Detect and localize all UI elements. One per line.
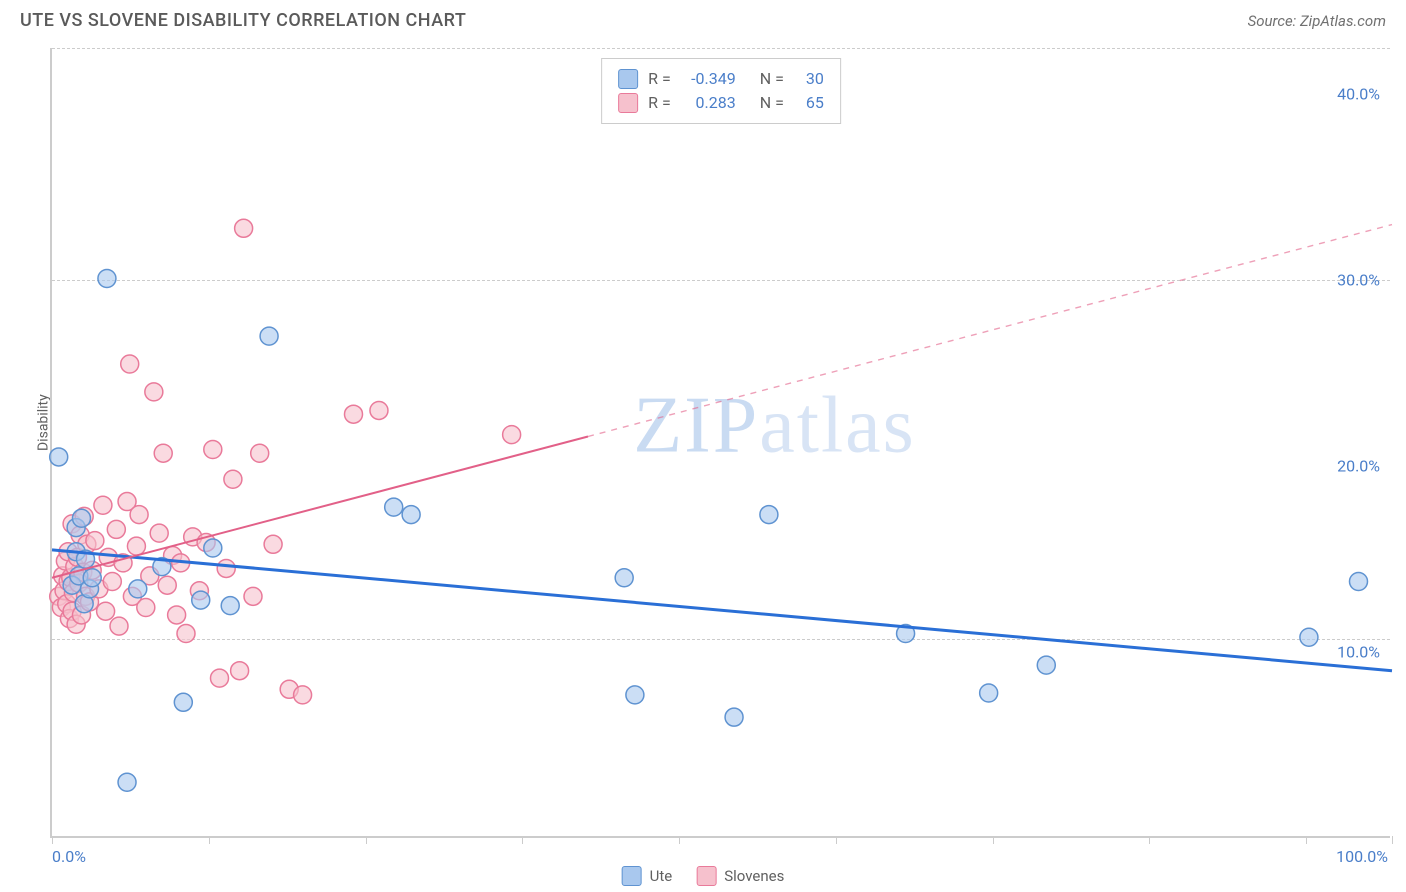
data-point-slovenes — [150, 524, 168, 542]
n-label: N = — [760, 67, 784, 91]
regression-line-dashed-slovenes — [588, 225, 1392, 437]
data-point-slovenes — [121, 355, 139, 373]
data-point-ute — [760, 506, 778, 524]
data-point-slovenes — [235, 219, 253, 237]
stats-box: R = -0.349 N = 30 R = 0.283 N = 65 — [601, 58, 841, 124]
data-point-slovenes — [110, 617, 128, 635]
data-point-slovenes — [251, 444, 269, 462]
data-point-ute — [1300, 628, 1318, 646]
r-value: 0.283 — [681, 91, 736, 115]
data-point-ute — [725, 708, 743, 726]
data-point-slovenes — [94, 496, 112, 514]
data-point-slovenes — [217, 559, 235, 577]
r-label: R = — [648, 91, 671, 115]
data-point-ute — [72, 509, 90, 527]
legend-label: Slovenes — [724, 867, 784, 885]
data-point-ute — [221, 597, 239, 615]
swatch-slovenes — [618, 93, 638, 113]
data-point-slovenes — [345, 405, 363, 423]
stats-row-slovenes: R = 0.283 N = 65 — [618, 91, 824, 115]
regression-line-ute — [52, 550, 1392, 671]
data-point-ute — [260, 327, 278, 345]
chart-source: Source: ZipAtlas.com — [1248, 12, 1386, 30]
data-point-slovenes — [503, 426, 521, 444]
data-point-slovenes — [294, 686, 312, 704]
data-point-ute — [1037, 656, 1055, 674]
data-point-ute — [1350, 572, 1368, 590]
data-point-slovenes — [130, 506, 148, 524]
data-point-ute — [174, 693, 192, 711]
data-point-slovenes — [158, 576, 176, 594]
data-point-slovenes — [103, 572, 121, 590]
x-tick-label-left: 0.0% — [52, 847, 86, 866]
data-point-ute — [402, 506, 420, 524]
swatch-ute — [622, 866, 642, 886]
data-point-ute — [98, 269, 116, 287]
data-point-slovenes — [154, 444, 172, 462]
plot-area: ZIPatlas R = -0.349 N = 30 R = 0.283 N =… — [50, 48, 1390, 838]
swatch-slovenes — [696, 866, 716, 886]
y-axis-label: Disability — [35, 394, 51, 451]
legend-item-ute: Ute — [622, 866, 673, 886]
data-point-ute — [626, 686, 644, 704]
x-tick-label-right: 100.0% — [1336, 847, 1388, 866]
chart-title: UTE VS SLOVENE DISABILITY CORRELATION CH… — [20, 10, 466, 31]
data-point-ute — [615, 569, 633, 587]
data-point-slovenes — [211, 669, 229, 687]
y-tick-label: 40.0% — [1337, 85, 1380, 104]
data-point-ute — [385, 498, 403, 516]
n-label: N = — [760, 91, 784, 115]
scatter-plot — [52, 48, 1392, 838]
data-point-slovenes — [137, 599, 155, 617]
data-point-slovenes — [370, 401, 388, 419]
data-point-slovenes — [168, 606, 186, 624]
data-point-slovenes — [224, 470, 242, 488]
data-point-slovenes — [264, 535, 282, 553]
data-point-ute — [129, 580, 147, 598]
r-value: -0.349 — [681, 67, 736, 91]
data-point-slovenes — [177, 625, 195, 643]
n-value: 30 — [794, 67, 824, 91]
chart-header: UTE VS SLOVENE DISABILITY CORRELATION CH… — [0, 0, 1406, 31]
x-tick — [1392, 836, 1393, 844]
data-point-slovenes — [231, 662, 249, 680]
data-point-slovenes — [86, 532, 104, 550]
stats-row-ute: R = -0.349 N = 30 — [618, 67, 824, 91]
data-point-slovenes — [145, 383, 163, 401]
r-label: R = — [648, 67, 671, 91]
data-point-ute — [980, 684, 998, 702]
data-point-slovenes — [127, 537, 145, 555]
data-point-ute — [118, 773, 136, 791]
y-tick-label: 30.0% — [1337, 271, 1380, 290]
data-point-slovenes — [204, 441, 222, 459]
data-point-ute — [192, 591, 210, 609]
data-point-slovenes — [107, 520, 125, 538]
data-point-slovenes — [244, 587, 262, 605]
n-value: 65 — [794, 91, 824, 115]
legend-item-slovenes: Slovenes — [696, 866, 784, 886]
chart-container: Disability ZIPatlas R = -0.349 N = 30 R … — [50, 48, 1390, 838]
y-tick-label: 20.0% — [1337, 457, 1380, 476]
x-axis-legend: Ute Slovenes — [622, 866, 785, 886]
y-tick-label: 10.0% — [1337, 643, 1380, 662]
swatch-ute — [618, 69, 638, 89]
legend-label: Ute — [650, 867, 673, 885]
data-point-ute — [83, 569, 101, 587]
data-point-ute — [50, 448, 68, 466]
data-point-slovenes — [97, 602, 115, 620]
data-point-ute — [204, 539, 222, 557]
